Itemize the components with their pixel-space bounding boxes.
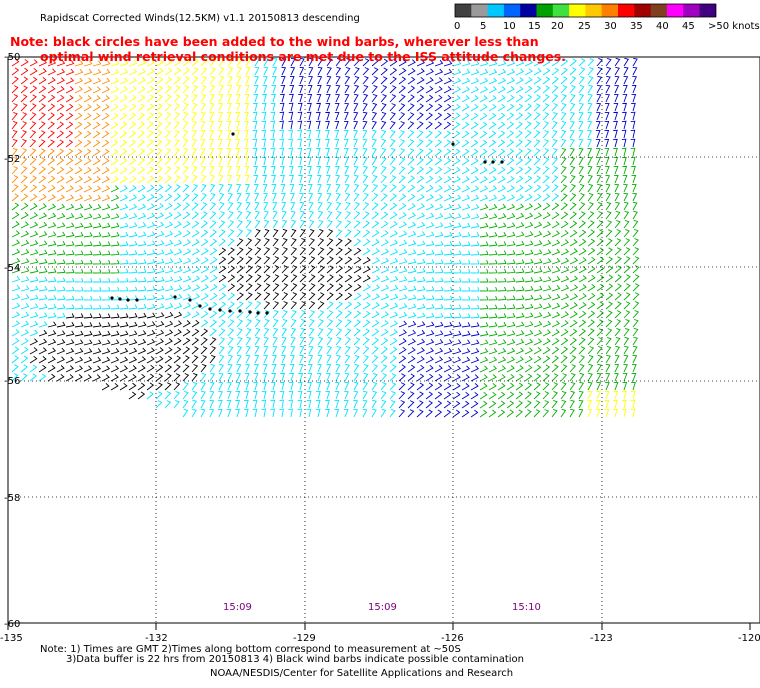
colorbar-swatch [618, 4, 635, 17]
quality-flag-dot [265, 311, 269, 315]
colorbar-label: 35 [630, 21, 643, 32]
quality-flag-dot [256, 311, 260, 315]
pass-time-label: 15:10 [512, 602, 541, 613]
lon-tick-label: -132 [145, 633, 168, 644]
colorbar-label: 40 [656, 21, 669, 32]
lon-tick-label: -135 [0, 633, 23, 644]
colorbar-swatch [552, 4, 570, 17]
quality-flag-dot [208, 307, 212, 311]
colorbar-label: 20 [551, 21, 564, 32]
quality-flag-dot [126, 298, 130, 302]
footer-note-1: Note: 1) Times are GMT 2)Times along bot… [40, 644, 461, 655]
lon-axis: -135 -132 -129 -126 -123 -120 [0, 633, 760, 644]
quality-flag-dot [218, 308, 222, 312]
pass-time-label: 15:09 [223, 602, 252, 613]
lon-tick-label: -129 [293, 633, 316, 644]
colorbar-label: 25 [578, 21, 591, 32]
quality-flag-dot [135, 298, 139, 302]
note-line-2: optimal wind retrieval conditions are me… [40, 49, 566, 64]
quality-flag-dot [500, 160, 504, 164]
lon-tick-label: -123 [590, 633, 613, 644]
colorbar-swatch [471, 4, 489, 17]
wind-barb-group [11, 147, 640, 418]
wind-barb-group [11, 60, 111, 202]
quality-flag-dot [188, 298, 192, 302]
colorbar-label: 45 [682, 21, 695, 32]
lat-tick-label: -58 [4, 493, 20, 504]
colorbar-swatch [666, 4, 684, 17]
speed-colorbar: 0 5 10 15 20 25 30 35 40 45 >50 knots [454, 3, 760, 32]
colorbar-swatch [455, 4, 472, 17]
quality-flag-dot [198, 304, 202, 308]
colorbar-label: >50 knots [708, 21, 760, 32]
quality-flag-dot [483, 160, 487, 164]
quality-flag-dot [228, 309, 232, 313]
lat-tick-label: -60 [4, 619, 20, 630]
wind-barb-group [110, 57, 636, 418]
lat-tick-label: -50 [4, 52, 20, 63]
colorbar-swatch [487, 4, 505, 17]
colorbar-label: 0 [454, 21, 460, 32]
lat-tick-label: -56 [4, 376, 20, 387]
quality-flag-dot [491, 160, 495, 164]
plot-frame [7, 56, 760, 624]
lat-axis: -50 -52 -54 -56 -58 -60 [4, 52, 20, 630]
wind-barb-group [279, 57, 638, 418]
colorbar-label: 5 [480, 21, 486, 32]
lon-tick-label: -126 [441, 633, 464, 644]
colorbar-swatch [634, 4, 652, 17]
wind-barb-group [11, 57, 595, 418]
colorbar-outline [454, 3, 717, 18]
quality-flag-dot [118, 297, 122, 301]
quality-flag-dot [451, 142, 455, 146]
lat-tick-label: -54 [4, 263, 20, 274]
colorbar-swatch [536, 4, 554, 17]
quality-flag-dots [110, 132, 504, 315]
quality-flag-dot [231, 132, 235, 136]
wind-barbs-layer [11, 57, 640, 418]
colorbar-label: 30 [604, 21, 617, 32]
lat-tick-label: -52 [4, 154, 20, 165]
note-line-1: Note: black circles have been added to t… [10, 34, 539, 49]
quality-flag-dot [110, 296, 114, 300]
colorbar-swatch [585, 4, 603, 17]
wind-barb-group [11, 58, 75, 148]
colorbar-swatch [601, 4, 619, 17]
footer-note-2: 3)Data buffer is 22 hrs from 20150813 4)… [66, 654, 524, 665]
quality-flag-dot [248, 310, 252, 314]
pass-time-label: 15:09 [368, 602, 397, 613]
lon-tick-label: -120 [738, 633, 760, 644]
footer-credit: NOAA/NESDIS/Center for Satellite Applica… [210, 668, 513, 679]
colorbar-swatch [503, 4, 521, 17]
colorbar-swatch [650, 4, 668, 17]
colorbar-label: 10 [503, 21, 516, 32]
lat-lon-grid [7, 57, 760, 630]
quality-flag-dot [238, 309, 242, 313]
colorbar-swatch [520, 4, 537, 17]
colorbar-swatch [569, 4, 586, 17]
colorbar-label: 15 [528, 21, 541, 32]
map-title: Rapidscat Corrected Winds(12.5KM) v1.1 2… [40, 13, 360, 24]
colorbar-swatch [699, 4, 717, 17]
quality-flag-dot [173, 295, 177, 299]
colorbar-swatch [683, 4, 700, 17]
